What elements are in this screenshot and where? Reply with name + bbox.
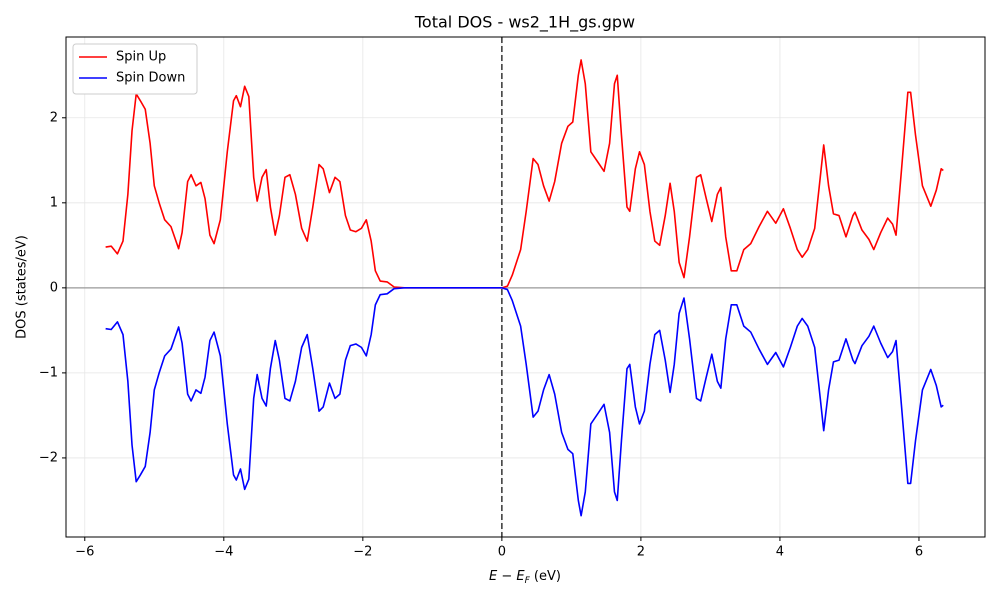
x-tick-label: −2 xyxy=(353,545,372,560)
x-tick-label: 0 xyxy=(498,545,506,560)
legend-label: Spin Down xyxy=(116,71,185,86)
y-axis-label: DOS (states/eV) xyxy=(15,235,30,339)
x-tick-label: 4 xyxy=(776,545,784,560)
plot-frame xyxy=(65,36,986,538)
legend-label: Spin Up xyxy=(116,50,166,65)
y-tick-label: −1 xyxy=(39,365,58,380)
x-tick-label: −4 xyxy=(214,545,233,560)
x-label-main: E − E xyxy=(489,569,525,584)
x-tick-label: −6 xyxy=(75,545,94,560)
x-tick-label: 2 xyxy=(637,545,645,560)
x-label-sub: F xyxy=(525,576,531,586)
y-tick-label: 2 xyxy=(50,110,58,125)
x-axis-label: E − EF (eV) xyxy=(489,569,561,586)
y-tick-label: 1 xyxy=(50,195,58,210)
y-tick-label: 0 xyxy=(50,280,58,295)
chart-title: Total DOS - ws2_1H_gs.gpw xyxy=(414,13,635,33)
x-tick-label: 6 xyxy=(915,545,923,560)
series-line xyxy=(105,287,944,517)
series-line xyxy=(105,59,944,289)
x-label-unit: (eV) xyxy=(530,569,561,584)
y-tick-label: −2 xyxy=(39,450,58,465)
